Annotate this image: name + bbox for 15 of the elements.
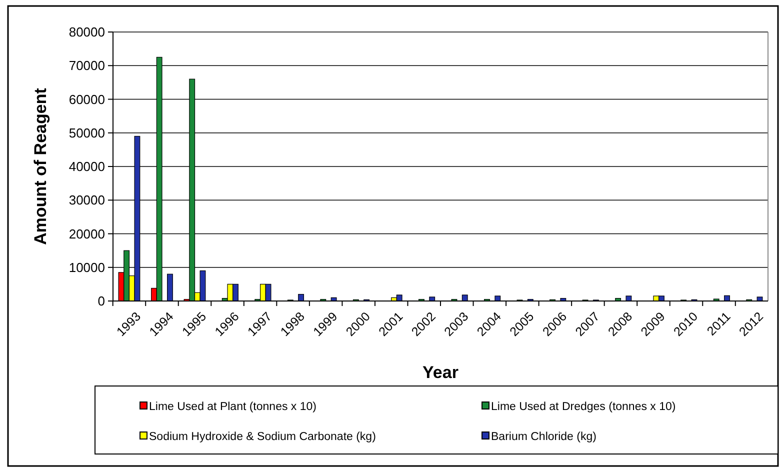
y-tick-label: 0 [98, 294, 105, 309]
y-tick-label: 60000 [68, 92, 105, 107]
y-tick-label: 40000 [68, 159, 105, 174]
y-axis-title: Amount of Reagent [31, 88, 50, 245]
y-tick-label: 20000 [68, 226, 105, 242]
x-axis-title: Year [422, 363, 459, 382]
y-tick-label: 10000 [68, 260, 105, 275]
legend-label: Barium Chloride (kg) [491, 431, 597, 444]
legend-label: Lime Used at Dredges (tonnes x 10) [491, 401, 676, 414]
legend-label: Sodium Hydroxide & Sodium Carbonate (kg) [149, 431, 376, 444]
y-tick-label: 70000 [68, 58, 105, 74]
y-tick-label: 80000 [68, 24, 105, 40]
legend-label: Lime Used at Plant (tonnes x 10) [149, 401, 317, 414]
y-tick-label: 30000 [68, 192, 105, 208]
y-tick-label: 50000 [68, 125, 105, 140]
